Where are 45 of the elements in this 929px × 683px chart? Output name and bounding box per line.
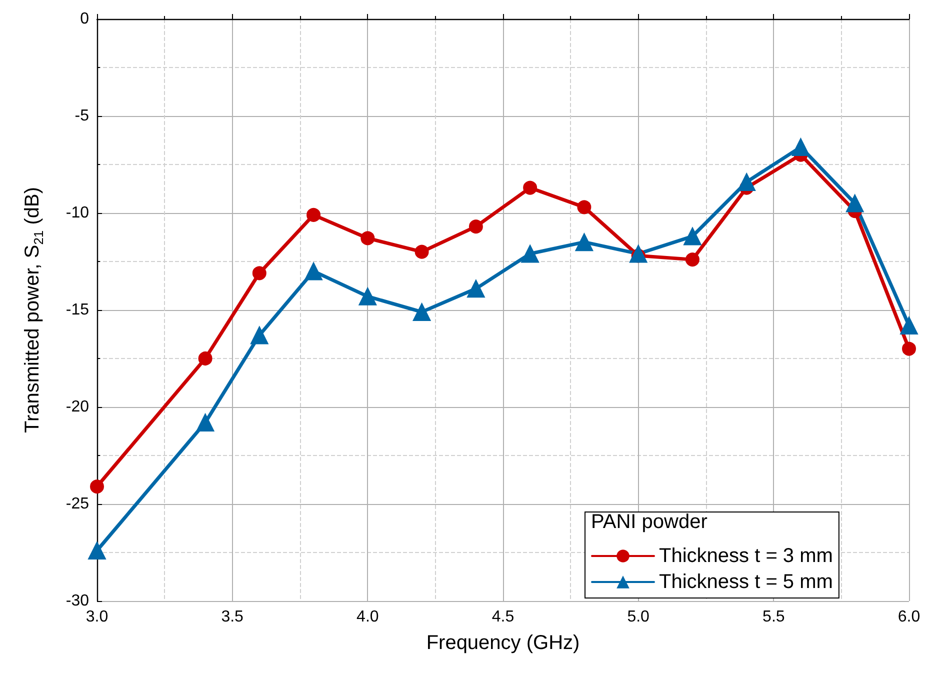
point bbox=[306, 208, 321, 222]
point bbox=[792, 138, 810, 156]
point bbox=[575, 233, 594, 252]
point bbox=[360, 231, 375, 246]
point bbox=[577, 200, 592, 214]
point bbox=[252, 266, 266, 280]
point bbox=[466, 280, 485, 298]
y-tick-label: -30 bbox=[66, 592, 90, 610]
y-axis-title: Transmitted power, S21 (dB) bbox=[22, 186, 46, 434]
point bbox=[304, 262, 323, 280]
point bbox=[523, 180, 538, 195]
x-tick-label: 3.5 bbox=[221, 608, 244, 626]
point bbox=[738, 172, 756, 191]
x-tick-label: 6.0 bbox=[898, 608, 920, 626]
legend-label: Thickness t = 5 mm bbox=[659, 571, 833, 593]
point bbox=[198, 352, 212, 366]
point bbox=[196, 414, 214, 432]
legend-title: PANI powder bbox=[591, 511, 708, 533]
point bbox=[250, 326, 268, 344]
point bbox=[521, 244, 540, 263]
x-tick-label: 5.0 bbox=[627, 608, 650, 626]
y-tick-label: -5 bbox=[74, 108, 90, 124]
point bbox=[88, 542, 106, 560]
y-tick-label: -10 bbox=[66, 204, 90, 222]
x-tick-label: 4.5 bbox=[492, 608, 514, 626]
point bbox=[629, 244, 648, 263]
legend-label: Thickness t = 3 mm bbox=[659, 545, 833, 567]
point bbox=[90, 480, 104, 494]
y-tick-label: -15 bbox=[66, 302, 90, 318]
x-tick-label: 3.0 bbox=[86, 608, 108, 626]
point bbox=[412, 302, 431, 321]
x-tick-label: 5.5 bbox=[762, 608, 785, 626]
y-tick-label: -20 bbox=[66, 398, 90, 416]
point bbox=[683, 227, 702, 246]
y-tick-label: -25 bbox=[66, 496, 90, 512]
point bbox=[414, 244, 429, 259]
point bbox=[902, 342, 916, 356]
point bbox=[846, 194, 864, 212]
point bbox=[358, 287, 377, 306]
y-tick-label: 0 bbox=[80, 10, 90, 28]
x-axis-title: Frequency (GHz) bbox=[426, 632, 580, 654]
point bbox=[685, 252, 700, 267]
point bbox=[900, 316, 918, 335]
point bbox=[468, 220, 483, 234]
x-tick-label: 4.0 bbox=[356, 608, 379, 626]
